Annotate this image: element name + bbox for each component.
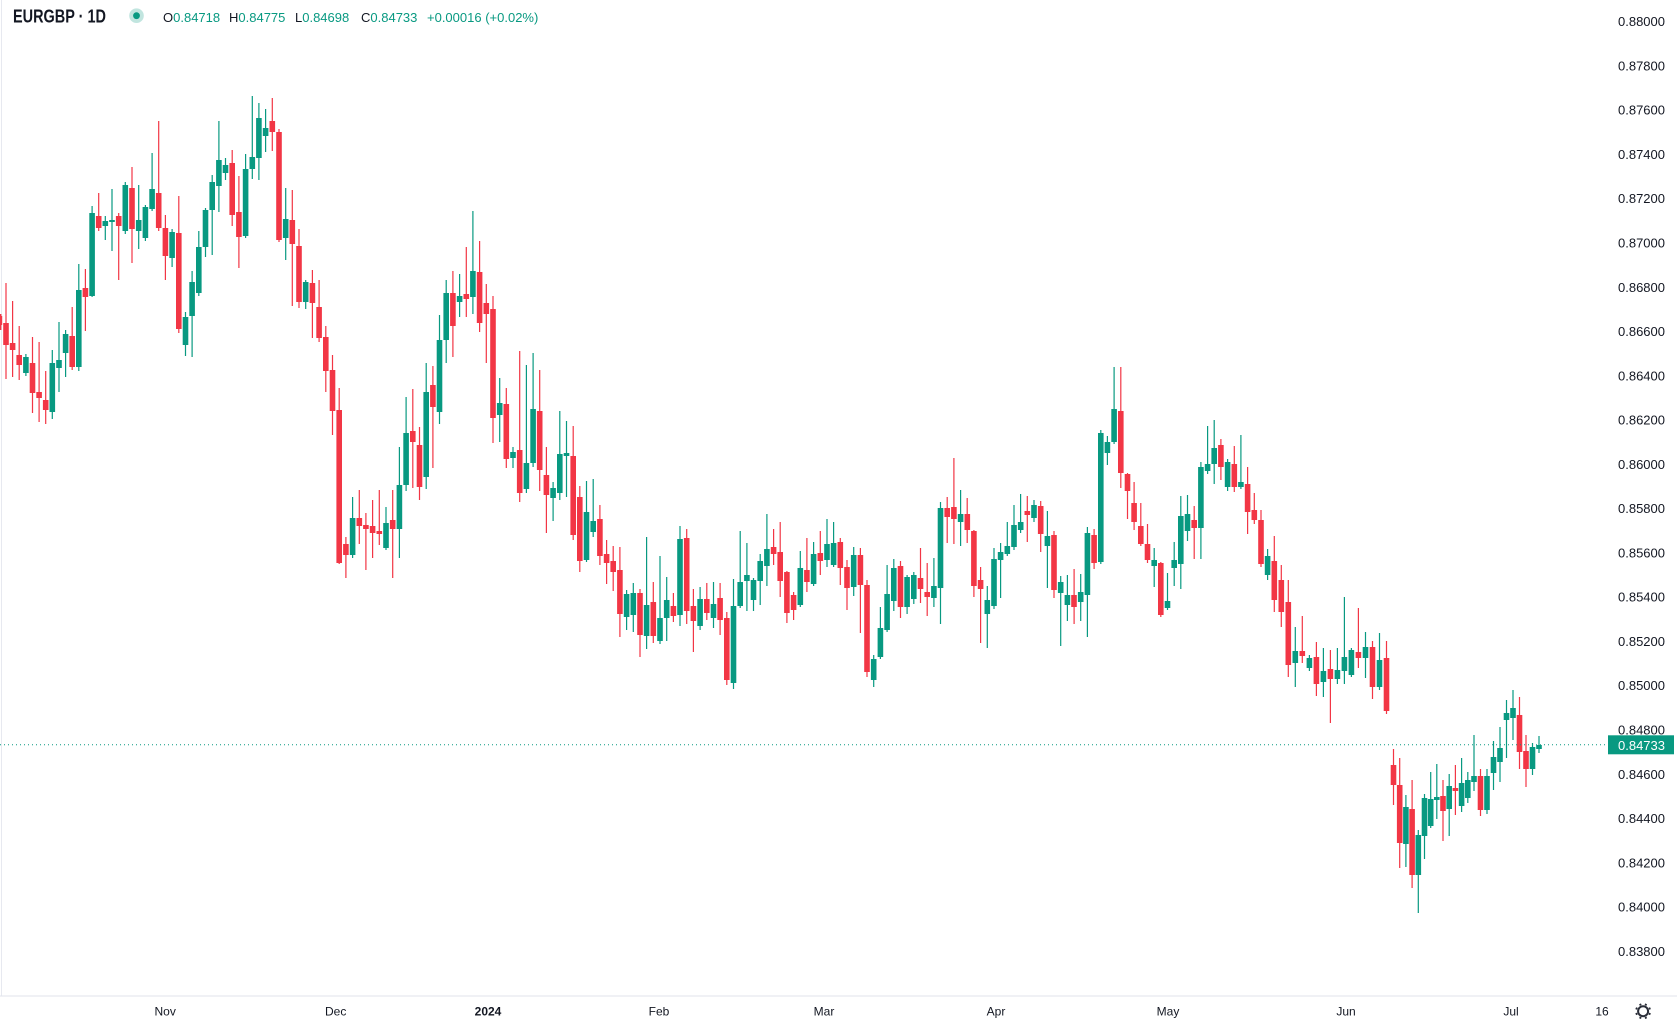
- svg-text:O0.84718: O0.84718: [163, 10, 220, 25]
- svg-text:+0.00016 (+0.02%): +0.00016 (+0.02%): [427, 10, 538, 25]
- svg-text:0.83800: 0.83800: [1618, 944, 1665, 959]
- svg-text:0.85800: 0.85800: [1618, 501, 1665, 516]
- svg-text:Jul: Jul: [1503, 1005, 1518, 1019]
- svg-text:0.84200: 0.84200: [1618, 855, 1665, 870]
- svg-text:0.85600: 0.85600: [1618, 545, 1665, 560]
- svg-text:Mar: Mar: [814, 1005, 835, 1019]
- svg-text:Apr: Apr: [987, 1005, 1006, 1019]
- svg-text:Feb: Feb: [649, 1005, 670, 1019]
- svg-text:0.86000: 0.86000: [1618, 457, 1665, 472]
- svg-text:0.87400: 0.87400: [1618, 147, 1665, 162]
- svg-text:0.85200: 0.85200: [1618, 634, 1665, 649]
- svg-text:0.85400: 0.85400: [1618, 590, 1665, 605]
- svg-text:Jun: Jun: [1336, 1005, 1355, 1019]
- svg-text:0.85000: 0.85000: [1618, 678, 1665, 693]
- svg-text:0.84000: 0.84000: [1618, 900, 1665, 915]
- svg-text:0.86200: 0.86200: [1618, 413, 1665, 428]
- svg-text:H0.84775: H0.84775: [229, 10, 285, 25]
- svg-text:0.87000: 0.87000: [1618, 236, 1665, 251]
- svg-text:0.84733: 0.84733: [1618, 738, 1665, 753]
- svg-text:Dec: Dec: [325, 1005, 346, 1019]
- svg-text:May: May: [1157, 1005, 1180, 1019]
- svg-text:EURGBP · 1D: EURGBP · 1D: [13, 7, 106, 27]
- svg-text:L0.84698: L0.84698: [295, 10, 349, 25]
- svg-text:0.88000: 0.88000: [1618, 14, 1665, 29]
- svg-text:0.84600: 0.84600: [1618, 767, 1665, 782]
- svg-text:0.86600: 0.86600: [1618, 324, 1665, 339]
- svg-text:0.87600: 0.87600: [1618, 103, 1665, 118]
- svg-text:0.87800: 0.87800: [1618, 58, 1665, 73]
- svg-text:Nov: Nov: [155, 1005, 176, 1019]
- svg-text:0.86800: 0.86800: [1618, 280, 1665, 295]
- svg-text:0.86400: 0.86400: [1618, 368, 1665, 383]
- svg-text:C0.84733: C0.84733: [361, 10, 417, 25]
- svg-text:16: 16: [1595, 1005, 1609, 1019]
- svg-text:0.87200: 0.87200: [1618, 191, 1665, 206]
- svg-text:2024: 2024: [475, 1005, 502, 1019]
- svg-text:0.84800: 0.84800: [1618, 723, 1665, 738]
- svg-text:0.84400: 0.84400: [1618, 811, 1665, 826]
